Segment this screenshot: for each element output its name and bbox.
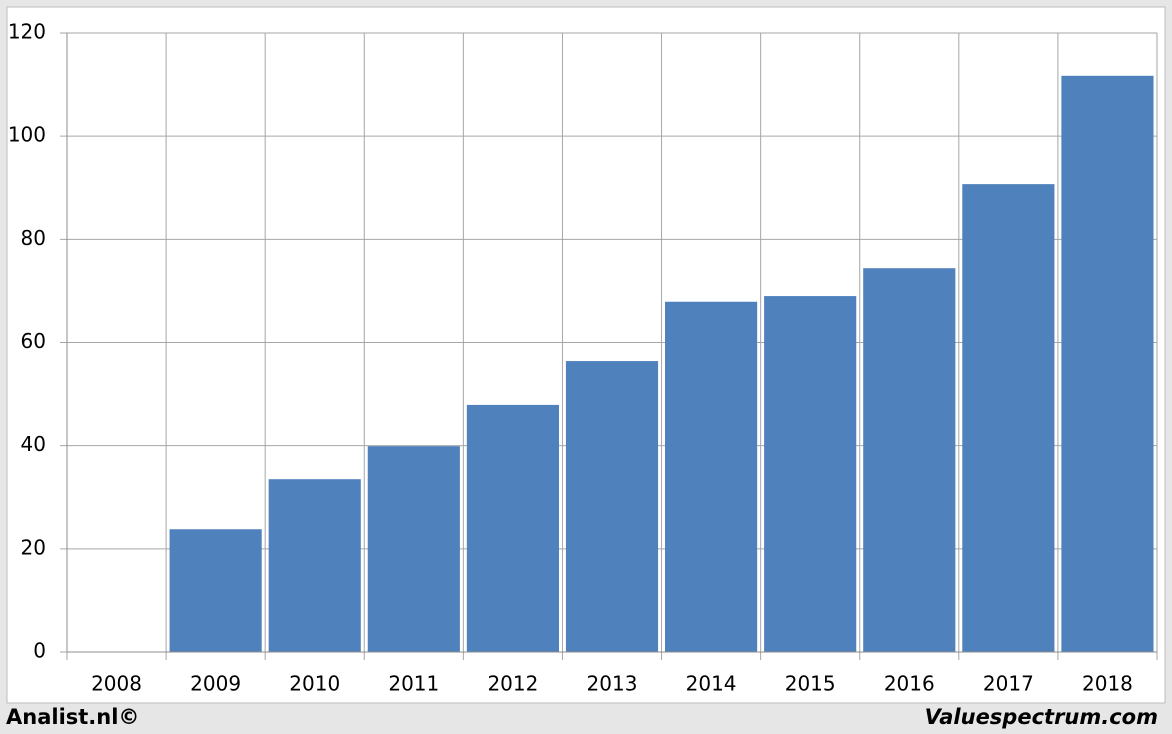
x-tick-label: 2010 bbox=[289, 672, 340, 696]
x-tick-label: 2017 bbox=[983, 672, 1034, 696]
footer-right: Valuespectrum.com bbox=[925, 705, 1158, 729]
y-tick-label: 0 bbox=[33, 639, 46, 663]
x-tick-label: 2013 bbox=[587, 672, 638, 696]
bar bbox=[367, 446, 460, 652]
bar bbox=[665, 301, 758, 652]
y-tick-label: 40 bbox=[21, 432, 46, 456]
bar bbox=[1061, 75, 1154, 653]
y-tick-label: 20 bbox=[21, 535, 46, 559]
bar bbox=[764, 296, 857, 652]
x-tick-label: 2011 bbox=[388, 672, 439, 696]
x-tick-label: 2016 bbox=[884, 672, 935, 696]
y-tick-label: 80 bbox=[21, 226, 46, 250]
y-tick-label: 60 bbox=[21, 329, 46, 353]
y-tick-label: 100 bbox=[8, 123, 46, 147]
x-tick-label: 2009 bbox=[190, 672, 241, 696]
x-tick-label: 2012 bbox=[487, 672, 538, 696]
bar bbox=[466, 404, 559, 652]
bar bbox=[565, 361, 659, 652]
bar bbox=[169, 529, 262, 652]
x-tick-label: 2008 bbox=[91, 672, 142, 696]
bar bbox=[962, 184, 1055, 652]
bar bbox=[268, 479, 361, 652]
footer-left: Analist.nl© bbox=[6, 705, 139, 729]
x-tick-label: 2018 bbox=[1082, 672, 1133, 696]
bar bbox=[863, 268, 956, 652]
x-tick-label: 2015 bbox=[785, 672, 836, 696]
y-tick-label: 120 bbox=[8, 20, 46, 44]
x-tick-label: 2014 bbox=[686, 672, 737, 696]
